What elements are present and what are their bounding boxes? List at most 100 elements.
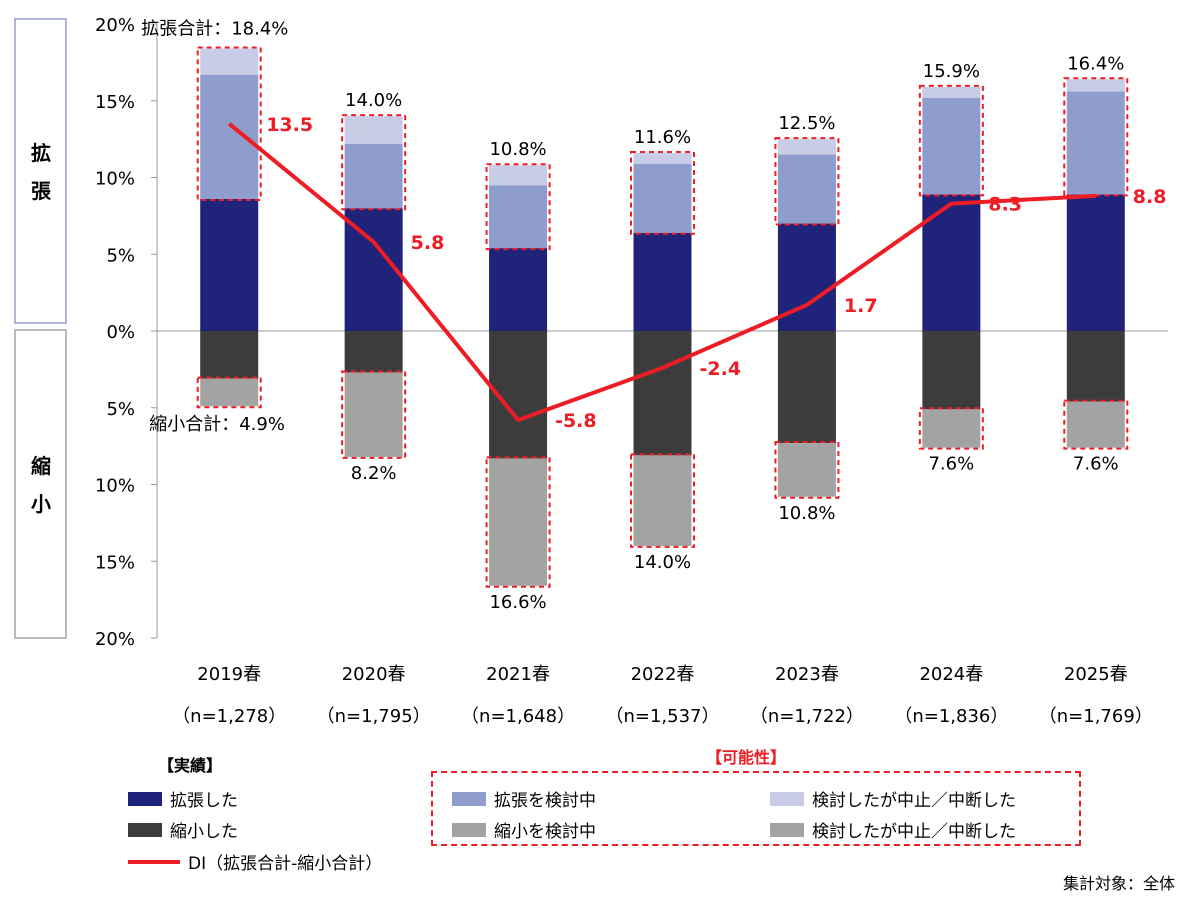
bar-expansion-segment bbox=[489, 185, 548, 249]
legend-swatch-expanded bbox=[128, 791, 162, 806]
y-tick-label: 20% bbox=[95, 629, 135, 650]
legend-item-contracted: 縮小した bbox=[128, 817, 238, 842]
footer-note: 集計対象：全体 bbox=[1062, 874, 1175, 893]
legend-item-considering-expansion: 拡張を検討中 bbox=[452, 786, 596, 811]
bar-expansion-segment bbox=[922, 97, 981, 195]
legend-swatch-expansion-stopped bbox=[770, 791, 804, 806]
y-tick-label: 5% bbox=[106, 245, 135, 266]
bar-expansion-segment bbox=[489, 248, 548, 331]
x-category-label: 2022春 bbox=[631, 664, 695, 685]
x-category-label: 2024春 bbox=[919, 664, 983, 685]
bar-expansion-segment bbox=[633, 163, 692, 233]
bar-contraction-segment bbox=[633, 455, 692, 546]
possibility-outlines bbox=[196, 46, 1129, 588]
legend-swatch-di bbox=[128, 859, 180, 864]
contraction-total-label: 7.6% bbox=[928, 454, 974, 475]
bar-expansion-segment bbox=[633, 152, 692, 164]
expansion-side-box bbox=[14, 18, 67, 324]
expansion-possibility-outline bbox=[630, 150, 695, 235]
expansion-total-label: 15.9% bbox=[923, 61, 980, 82]
legend-label-contraction-stopped: 検討したが中止／中断した bbox=[812, 822, 1016, 842]
y-axis: 20% 15% 10% 5% 0% 5% 10% 15% 20% 2019春 （n=1,278） 20… bbox=[95, 15, 1168, 727]
legend-item-contraction-stopped: 検討したが中止／中断した bbox=[770, 817, 1016, 842]
y-tick-label: 10% bbox=[95, 476, 135, 497]
legend-item-expansion-stopped: 検討したが中止／中断した bbox=[770, 786, 1016, 811]
legend-item-considering-contraction: 縮小を検討中 bbox=[452, 817, 596, 842]
bar-contraction-segment bbox=[344, 372, 403, 457]
expansion-side-label: 拡 bbox=[31, 141, 51, 165]
contraction-side-box bbox=[14, 329, 67, 639]
di-value-label: -5.8 bbox=[555, 410, 597, 432]
legend-label-expansion-stopped: 検討したが中止／中断した bbox=[812, 791, 1016, 811]
legend-label-di: DI（拡張合計-縮小合計） bbox=[188, 854, 383, 874]
expansion-possibility-outline bbox=[774, 137, 840, 226]
x-sample-size-label: （n=1,648） bbox=[461, 706, 575, 727]
bar-contraction-segment bbox=[1066, 331, 1125, 402]
bar-contraction-segment bbox=[777, 331, 836, 444]
bar-contraction-segment bbox=[1066, 401, 1125, 448]
x-category-label: 2020春 bbox=[342, 664, 406, 685]
bar-contraction-segment bbox=[344, 331, 403, 373]
bar-contraction-segment bbox=[200, 378, 259, 407]
y-tick-label: 20% bbox=[95, 15, 135, 36]
bar-contraction-segment bbox=[633, 331, 692, 456]
bar-expansion-segment bbox=[777, 154, 836, 224]
contraction-possibility-outline bbox=[196, 376, 262, 409]
bar-expansion-segment bbox=[200, 198, 259, 331]
legend-item-di: DI（拡張合計-縮小合計） bbox=[128, 849, 382, 874]
contraction-total-label: 14.0% bbox=[634, 552, 691, 573]
expansion-total-label: 10.8% bbox=[489, 139, 546, 160]
legend-possibility-box bbox=[431, 771, 1081, 846]
x-category-label: 2025春 bbox=[1064, 664, 1128, 685]
contraction-possibility-outline bbox=[485, 456, 551, 588]
y-tick-label: 10% bbox=[95, 169, 135, 190]
expansion-possibility-outline bbox=[196, 46, 262, 201]
expansion-side-label: 張 bbox=[31, 179, 52, 203]
expansion-total-label: 12.5% bbox=[778, 113, 835, 134]
legend-possibility-title: 【可能性】 bbox=[706, 748, 787, 767]
x-category-label: 2023春 bbox=[775, 664, 839, 685]
legend-label-expanded: 拡張した bbox=[170, 791, 238, 811]
y-tick-label: 15% bbox=[95, 92, 135, 113]
bar-expansion-segment bbox=[344, 116, 403, 144]
bar-contraction-segment bbox=[489, 458, 548, 586]
bar-contraction-segment bbox=[922, 331, 981, 410]
contraction-possibility-outline bbox=[774, 441, 840, 499]
legend-actual-title: 【実績】 bbox=[158, 756, 223, 775]
bar-expansion-segment bbox=[1066, 194, 1125, 331]
di-value-label: 13.5 bbox=[266, 114, 313, 136]
di-value-label: 8.8 bbox=[1133, 186, 1167, 208]
bar-contraction-segment bbox=[200, 331, 259, 379]
legend-swatch-contracted bbox=[128, 822, 162, 837]
expansion-total-label: 11.6% bbox=[634, 127, 691, 148]
expansion-total-label: 14.0% bbox=[345, 90, 402, 111]
bar-expansion-segment bbox=[922, 86, 981, 98]
contraction-side-label: 小 bbox=[31, 492, 51, 516]
legend-swatch-considering-contraction bbox=[452, 822, 486, 837]
expansion-possibility-outline bbox=[918, 84, 984, 197]
data-labels: 拡張合計：18.4% 縮小合計：4.9% 13.5 14.0% 8.2% 5.8 10.8%… bbox=[141, 19, 1166, 613]
contraction-total-label: 8.2% bbox=[351, 463, 397, 484]
legend-swatch-considering-expansion bbox=[452, 791, 486, 806]
di-value-label: 8.3 bbox=[988, 194, 1022, 216]
bar-expansion-segment bbox=[777, 139, 836, 155]
contraction-possibility-outline bbox=[1063, 399, 1129, 450]
bar-contraction-segment bbox=[777, 443, 836, 497]
x-category-label: 2019春 bbox=[197, 664, 261, 685]
x-sample-size-label: （n=1,769） bbox=[1039, 706, 1153, 727]
bar-expansion-segment bbox=[1066, 79, 1125, 92]
expansion-total-label: 拡張合計：18.4% bbox=[141, 19, 288, 40]
contraction-possibility-outline bbox=[630, 453, 695, 548]
x-sample-size-label: （n=1,836） bbox=[894, 706, 1008, 727]
legend-label-considering-contraction: 縮小を検討中 bbox=[494, 822, 596, 842]
bar-expansion-segment bbox=[922, 194, 981, 331]
di-value-label: -2.4 bbox=[700, 358, 742, 380]
contraction-total-label: 7.6% bbox=[1073, 454, 1119, 475]
bar-expansion-segment bbox=[200, 48, 259, 75]
expansion-possibility-outline bbox=[1063, 77, 1129, 197]
y-tick-label: 0% bbox=[106, 322, 135, 343]
legend-label-considering-expansion: 拡張を検討中 bbox=[494, 791, 596, 811]
